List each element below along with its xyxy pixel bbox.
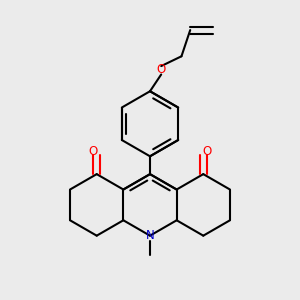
Text: O: O (88, 145, 97, 158)
Text: O: O (157, 63, 166, 76)
Text: O: O (203, 145, 212, 158)
Text: N: N (146, 229, 154, 242)
